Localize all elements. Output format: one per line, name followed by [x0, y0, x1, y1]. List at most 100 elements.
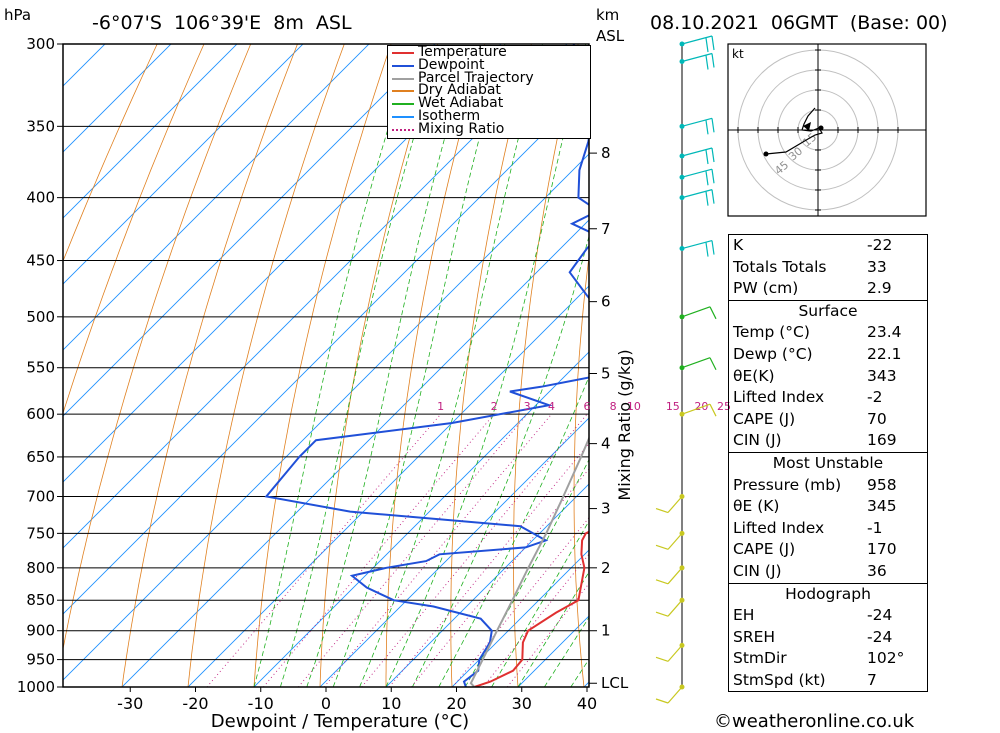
- temperature-tick-label: -20: [182, 694, 208, 713]
- pressure-unit-label: hPa: [4, 6, 32, 24]
- wind-barb: [681, 239, 715, 257]
- legend-item: Dewpoint: [388, 58, 590, 72]
- legend-swatch: [392, 90, 414, 93]
- dry-adiabat-line: [319, 44, 439, 687]
- index-row: θE (K) 345: [729, 496, 927, 518]
- wind-barb-shaft: [667, 644, 683, 662]
- wind-barb-flag: [711, 240, 715, 255]
- footer-copyright: ©weatheronline.co.uk: [714, 711, 915, 732]
- height-tick-label: 4: [601, 435, 611, 453]
- index-label: StmSpd (kt): [733, 670, 826, 689]
- index-value: -24: [867, 606, 893, 625]
- dry-adiabat-line: [63, 44, 252, 652]
- hodograph-start-dot: [818, 125, 824, 131]
- temperature-tick-label: -30: [117, 694, 143, 713]
- wind-barb-flag: [655, 507, 669, 514]
- index-row: Lifted Index -2: [729, 387, 927, 409]
- series-line: [469, 435, 589, 687]
- mixing-ratio-line: [361, 413, 588, 687]
- isotherm-line: [63, 44, 106, 87]
- index-row: CAPE (J) 170: [729, 539, 927, 561]
- height-unit-label-2: ASL: [596, 27, 625, 45]
- index-label: Lifted Index: [733, 388, 825, 407]
- index-row: EH -24: [729, 605, 927, 627]
- isotherm-line: [451, 549, 589, 687]
- isotherm-line: [63, 44, 238, 219]
- indices-table: K -22 Totals Totals 33 PW (cm) 2.9 Surface Te…: [728, 234, 928, 693]
- mixing-ratio-line: [389, 442, 589, 687]
- pressure-tick-label: 950: [26, 651, 55, 669]
- wind-barb-shaft: [681, 403, 711, 415]
- index-row: Temp (°C) 23.4: [729, 322, 927, 344]
- index-label: θE(K): [733, 366, 775, 385]
- index-row: StmSpd (kt) 7: [729, 670, 927, 692]
- pressure-tick-label: 850: [26, 591, 55, 609]
- isotherm-line: [63, 44, 172, 153]
- wind-barb-shaft: [681, 52, 713, 63]
- wind-barb: [681, 147, 715, 165]
- index-label: Lifted Index: [733, 518, 825, 537]
- wind-barb-shaft: [667, 532, 683, 550]
- height-tick-label: LCL: [601, 674, 629, 692]
- wind-barb-flag: [711, 189, 715, 204]
- index-label: EH: [733, 606, 755, 625]
- wind-barb: [655, 644, 683, 662]
- location-title: -6°07'S 106°39'E 8m ASL: [92, 12, 352, 34]
- mixing-ratio-line: [323, 413, 552, 687]
- wind-barb-shaft: [681, 239, 713, 250]
- wind-barb-shaft: [681, 168, 713, 178]
- series-line: [264, 44, 589, 687]
- legend-label: Wet Adiabat: [418, 95, 504, 112]
- legend-swatch: [392, 77, 414, 80]
- legend-item: Mixing Ratio: [388, 120, 590, 137]
- legend-swatch: [392, 103, 414, 106]
- wet-adiabat-line: [517, 571, 589, 687]
- pressure-tick-label: 800: [26, 559, 55, 577]
- mixing-ratio-value-label: 10: [627, 400, 641, 413]
- index-row: Dewp (°C) 22.1: [729, 344, 927, 366]
- dry-adiabat-line: [633, 7, 679, 713]
- isotherm-line: [253, 351, 589, 687]
- height-tick-label: 8: [601, 144, 611, 162]
- dry-adiabat-line: [385, 44, 486, 687]
- index-label: Totals Totals: [733, 257, 827, 276]
- wind-barb: [681, 189, 715, 206]
- wind-barb-flag: [711, 35, 715, 51]
- temperature-tick-label: 0: [321, 694, 331, 713]
- wind-barb-shaft: [667, 599, 683, 617]
- index-row: Lifted Index -1: [729, 518, 927, 540]
- wind-barb-flag: [705, 171, 709, 186]
- index-value: 102°: [867, 649, 905, 668]
- index-value: 169: [867, 431, 897, 450]
- wind-barb-flag: [655, 611, 669, 617]
- wind-barb-flag: [705, 120, 709, 135]
- dry-adiabat-line: [690, 7, 725, 713]
- wind-barb: [681, 35, 715, 53]
- wind-barb: [655, 567, 683, 585]
- hodograph-params-title: Hodograph: [785, 584, 871, 603]
- index-value: 7: [867, 670, 877, 689]
- wind-barb-shaft: [681, 147, 713, 157]
- legend-swatch: [392, 115, 414, 118]
- wet-adiabat-line: [412, 234, 589, 687]
- wind-barb-flag: [711, 147, 715, 163]
- height-tick-label: 7: [601, 220, 611, 238]
- mixing-ratio-line: [297, 413, 528, 687]
- index-value: -22: [867, 236, 893, 254]
- temperature-tick-label: 30: [512, 694, 532, 713]
- wind-barb: [681, 168, 715, 186]
- wet-adiabat-line: [544, 616, 589, 687]
- legend-label: Mixing Ratio: [418, 120, 505, 137]
- dry-adiabat-line: [951, 7, 1000, 713]
- legend-item: Dry Adiabat: [388, 83, 590, 97]
- wind-barb-flag: [655, 656, 669, 662]
- index-label: CAPE (J): [733, 540, 796, 559]
- isotherm-line: [385, 483, 589, 687]
- index-value: 345: [867, 497, 897, 516]
- dry-adiabat-line: [513, 44, 579, 687]
- pressure-tick-label: 600: [26, 405, 55, 423]
- isotherm-line: [187, 285, 589, 687]
- legend-item: Isotherm: [388, 109, 590, 123]
- height-tick-label: 2: [601, 559, 611, 577]
